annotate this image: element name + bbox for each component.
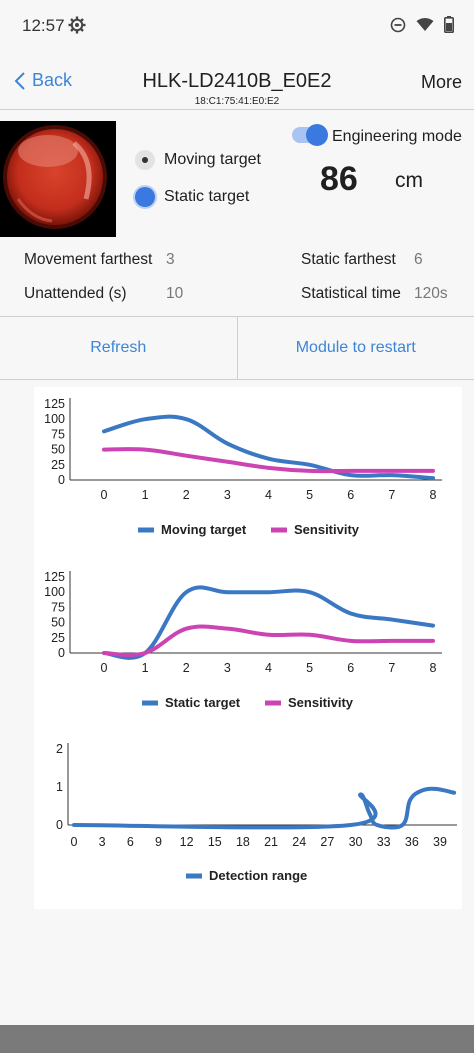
- toggle-knob: [306, 124, 328, 146]
- charts-panel: 0255075100125P012345678Moving targetSens…: [21, 387, 462, 909]
- engineering-mode-toggle[interactable]: [292, 124, 328, 146]
- y-tick-label: 75: [51, 600, 65, 614]
- y-tick-label: 0: [56, 818, 63, 832]
- chevron-left-icon: [14, 71, 25, 90]
- x-tick-label: 7: [388, 661, 395, 675]
- battery-icon: [444, 16, 454, 33]
- y-tick-label: 50: [51, 616, 65, 630]
- y-axis-label: P: [34, 608, 37, 617]
- back-button[interactable]: Back: [14, 70, 72, 91]
- x-tick-label: 5: [306, 661, 313, 675]
- y-tick-label: 100: [44, 412, 65, 426]
- header-divider: [0, 109, 474, 110]
- distance-value: 86: [320, 160, 358, 198]
- series-line-static-target: [102, 585, 435, 660]
- x-tick-label: 3: [99, 835, 106, 849]
- x-tick-label: 12: [180, 835, 194, 849]
- unattended-value: 10: [166, 285, 184, 302]
- y-axis-label: S: [34, 784, 37, 793]
- static-farthest-label: Static farthest: [301, 251, 396, 268]
- legend-label: Moving target: [161, 522, 247, 537]
- x-tick-label: 0: [71, 835, 78, 849]
- static-target-radio[interactable]: Static target: [135, 187, 249, 207]
- x-tick-label: 33: [377, 835, 391, 849]
- refresh-button[interactable]: Refresh: [90, 339, 147, 356]
- y-axis-label: P: [34, 436, 37, 445]
- x-tick-label: 0: [101, 488, 108, 502]
- y-tick-label: 0: [58, 646, 65, 660]
- x-tick-label: 2: [183, 661, 190, 675]
- static-farthest-value: 6: [414, 251, 423, 268]
- x-tick-label: 6: [127, 835, 134, 849]
- x-tick-label: 27: [320, 835, 334, 849]
- distance-unit: cm: [395, 169, 423, 192]
- x-tick-label: 4: [265, 661, 272, 675]
- series-line-sensitivity: [102, 624, 435, 657]
- back-label: Back: [32, 70, 73, 90]
- x-tick-label: 1: [142, 661, 149, 675]
- x-tick-label: 9: [155, 835, 162, 849]
- y-tick-label: 0: [58, 473, 65, 487]
- x-tick-label: 21: [264, 835, 278, 849]
- x-tick-label: 0: [101, 661, 108, 675]
- unattended-label: Unattended (s): [24, 285, 127, 302]
- x-tick-label: 7: [388, 488, 395, 502]
- x-tick-label: 18: [236, 835, 250, 849]
- x-tick-label: 1: [142, 488, 149, 502]
- x-tick-label: 24: [292, 835, 306, 849]
- y-tick-label: 2: [56, 742, 63, 756]
- y-tick-label: 50: [51, 443, 65, 457]
- target-indicator-image: [0, 121, 116, 237]
- x-tick-label: 4: [265, 488, 272, 502]
- device-mac: 18:C1:75:41:E0:E2: [194, 96, 280, 107]
- x-tick-label: 36: [405, 835, 419, 849]
- movement-farthest-label: Movement farthest: [24, 251, 153, 268]
- moving-target-radio[interactable]: Moving target: [135, 150, 261, 170]
- legend-label: Sensitivity: [294, 522, 360, 537]
- status-time: 12:57: [22, 16, 65, 35]
- x-tick-label: 6: [347, 661, 354, 675]
- x-tick-label: 30: [349, 835, 363, 849]
- statistical-time-label: Statistical time: [301, 285, 401, 302]
- more-button[interactable]: More: [420, 72, 462, 92]
- x-tick-label: 6: [347, 488, 354, 502]
- restart-module-button[interactable]: Module to restart: [236, 317, 474, 379]
- x-tick-label: 8: [430, 488, 437, 502]
- engineering-mode-label: Engineering mode: [332, 128, 462, 145]
- series-line-moving-target: [102, 414, 435, 481]
- moving-target-label: Moving target: [164, 151, 261, 168]
- legend-label: Detection range: [209, 868, 307, 883]
- charts-svg: 0255075100125P012345678Moving targetSens…: [21, 397, 457, 883]
- static-target-label: Static target: [164, 188, 250, 205]
- x-tick-label: 15: [208, 835, 222, 849]
- y-tick-label: 125: [44, 397, 65, 411]
- device-title: HLK-LD2410B_E0E2: [142, 70, 332, 92]
- y-tick-label: 100: [44, 585, 65, 599]
- legend-label: Static target: [165, 695, 241, 710]
- x-tick-label: 3: [224, 661, 231, 675]
- x-tick-label: 3: [224, 488, 231, 502]
- settings-status-icon: [68, 16, 86, 34]
- radio-unselected-icon: [135, 150, 155, 170]
- y-tick-label: 25: [51, 458, 65, 472]
- series-line-sensitivity: [102, 447, 435, 474]
- statistical-time-value: 120s: [414, 285, 448, 302]
- y-tick-label: 1: [56, 780, 63, 794]
- x-tick-label: 2: [183, 488, 190, 502]
- y-tick-label: 125: [44, 570, 65, 584]
- radio-selected-icon: [135, 187, 155, 207]
- y-tick-label: 25: [51, 631, 65, 645]
- wifi-icon: [416, 18, 434, 31]
- legend-label: Sensitivity: [288, 695, 354, 710]
- series-line-detection-range: [72, 786, 457, 830]
- action-bar: Refresh Module to restart: [0, 316, 474, 380]
- x-tick-label: 5: [306, 488, 313, 502]
- navigation-bar: [0, 1025, 474, 1053]
- x-tick-label: 39: [433, 835, 447, 849]
- movement-farthest-value: 3: [166, 251, 175, 268]
- y-tick-label: 75: [51, 427, 65, 441]
- do-not-disturb-icon: [390, 17, 406, 32]
- x-tick-label: 8: [430, 661, 437, 675]
